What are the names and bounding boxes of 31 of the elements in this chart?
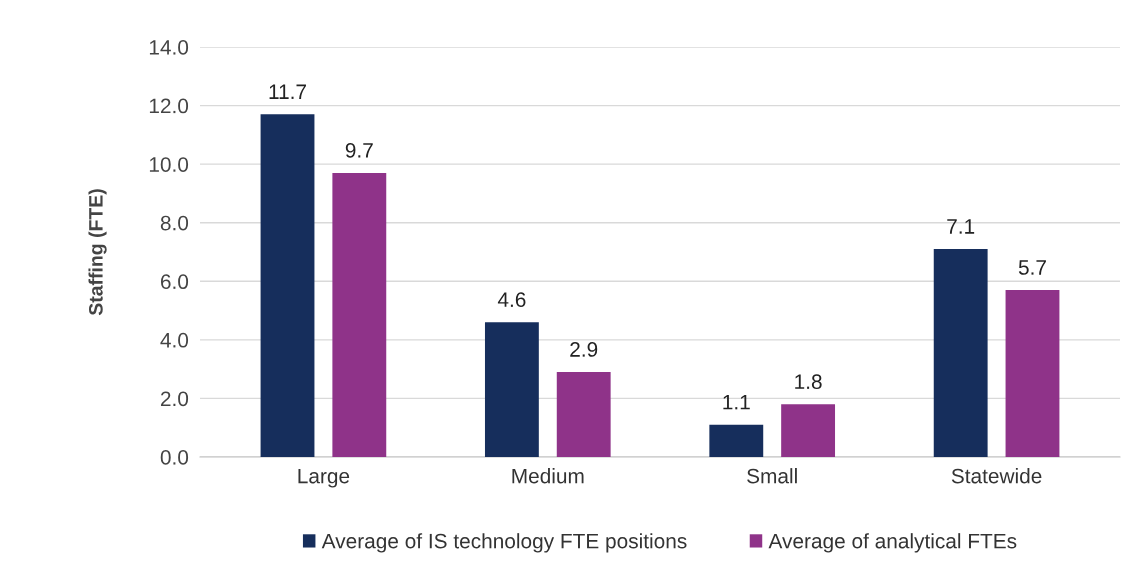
y-tick-label: 14.0 bbox=[149, 40, 189, 55]
data-label: 4.6 bbox=[497, 292, 526, 308]
y-tick-label: 6.0 bbox=[160, 274, 189, 290]
x-tick-label: Large bbox=[298, 468, 350, 488]
data-label: 2.9 bbox=[570, 342, 598, 357]
y-tick-label: 8.0 bbox=[160, 215, 189, 231]
bar bbox=[933, 249, 988, 457]
y-tick-label: 0.0 bbox=[160, 450, 189, 465]
data-label: 1.1 bbox=[723, 395, 750, 410]
bar bbox=[484, 322, 539, 457]
y-tick-label: 4.0 bbox=[160, 332, 189, 348]
bar bbox=[556, 372, 611, 457]
data-label: 7.1 bbox=[947, 219, 975, 234]
data-label: 1.8 bbox=[795, 374, 822, 390]
legend-label: Average of analytical FTEs bbox=[768, 533, 1017, 553]
legend-label: Average of IS technology FTE positions bbox=[321, 533, 687, 553]
bar bbox=[332, 172, 387, 457]
x-tick-label: Small bbox=[747, 468, 797, 484]
bar bbox=[1005, 290, 1060, 457]
bar bbox=[781, 404, 836, 457]
data-label: 9.7 bbox=[345, 142, 373, 158]
data-label: 5.7 bbox=[1018, 260, 1046, 275]
bar bbox=[709, 424, 764, 457]
x-tick-label: Statewide bbox=[951, 468, 1042, 484]
x-tick-label: Medium bbox=[512, 468, 584, 484]
y-tick-label: 12.0 bbox=[149, 98, 189, 114]
data-label: 11.7 bbox=[269, 84, 306, 99]
y-tick-label: 2.0 bbox=[160, 391, 189, 407]
y-axis-title: Staffing (FTE) bbox=[88, 189, 107, 316]
y-tick-label: 10.0 bbox=[149, 157, 189, 172]
bar bbox=[260, 114, 315, 457]
